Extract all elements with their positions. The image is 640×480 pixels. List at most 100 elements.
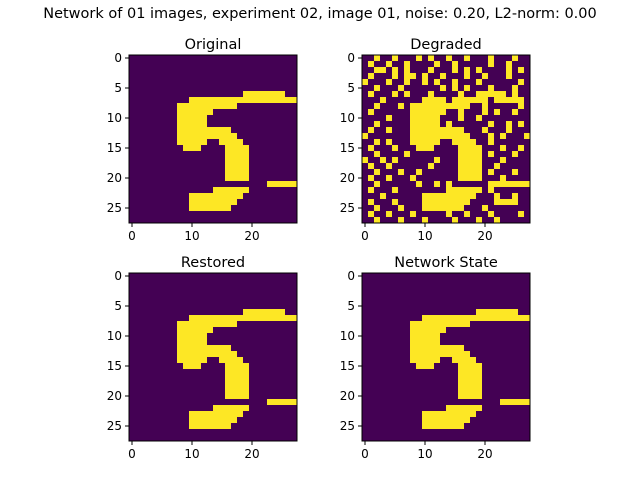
pixel-run xyxy=(177,327,213,333)
pixel-run xyxy=(374,181,380,187)
pixel-run xyxy=(386,175,392,181)
pixel-run xyxy=(374,217,380,223)
pixel-run xyxy=(386,115,392,121)
pixel-run xyxy=(225,363,249,369)
pixel-run xyxy=(446,181,452,187)
pixel-run xyxy=(488,151,494,157)
pixel-run xyxy=(476,67,482,73)
panel-3-axes-frame xyxy=(361,272,531,442)
pixel-run xyxy=(398,217,404,223)
pixel-run xyxy=(225,375,249,381)
y-tick-label: 25 xyxy=(107,419,122,433)
pixel-run xyxy=(434,61,440,67)
figure-suptitle: Network of 01 images, experiment 02, ima… xyxy=(43,6,597,22)
pixel-run xyxy=(458,109,464,115)
pixel-run xyxy=(374,121,380,127)
pixel-run xyxy=(189,97,297,103)
pixel-run xyxy=(404,79,410,85)
panel-original: Original 0 10 20 0 5 10 15 20 25 xyxy=(107,37,298,243)
pixel-run xyxy=(488,85,494,91)
pixel-run xyxy=(452,79,458,85)
pixel-run xyxy=(482,103,488,109)
pixel-run xyxy=(183,363,201,369)
pixel-run xyxy=(494,163,500,169)
pixel-run xyxy=(374,151,380,157)
pixel-run xyxy=(518,103,524,109)
pixel-run xyxy=(386,127,392,133)
pixel-run xyxy=(410,127,464,133)
x-tick-label: 20 xyxy=(244,447,259,461)
pixel-run xyxy=(404,151,410,157)
pixel-run xyxy=(177,109,213,115)
pixel-run xyxy=(458,369,482,375)
y-tick-label: 0 xyxy=(347,269,355,283)
pixel-run xyxy=(398,169,404,175)
panel-1-title: Degraded xyxy=(410,37,481,53)
y-tick-label: 15 xyxy=(107,359,122,373)
x-tick-label: 20 xyxy=(477,229,492,243)
pixel-run xyxy=(512,91,518,97)
pixel-run xyxy=(189,423,231,429)
pixel-run xyxy=(410,211,416,217)
pixel-run xyxy=(506,121,512,127)
pixel-run xyxy=(488,187,494,193)
y-tick-label: 10 xyxy=(340,329,355,343)
pixel-run xyxy=(458,175,482,181)
pixel-run xyxy=(422,217,428,223)
pixel-run xyxy=(225,381,249,387)
pixel-run xyxy=(500,133,506,139)
pixel-run xyxy=(458,163,482,169)
pixel-run xyxy=(500,145,506,151)
x-tick-label: 10 xyxy=(417,229,432,243)
pixel-run xyxy=(440,73,446,79)
pixel-run xyxy=(410,133,470,139)
pixel-run xyxy=(392,73,398,79)
pixel-run xyxy=(518,121,524,127)
panel-2-axes-frame xyxy=(128,272,298,442)
pixel-run xyxy=(446,211,452,217)
y-tick-label: 0 xyxy=(114,269,122,283)
pixel-run xyxy=(368,211,374,217)
pixel-run xyxy=(368,175,374,181)
pixel-run xyxy=(428,163,434,169)
pixel-run xyxy=(410,327,446,333)
pixel-run xyxy=(362,133,368,139)
pixel-run xyxy=(386,211,392,217)
pixel-run xyxy=(398,85,404,91)
pixel-run xyxy=(386,79,392,85)
pixel-run xyxy=(398,103,404,109)
pixel-run xyxy=(225,145,249,151)
pixel-run xyxy=(177,133,237,139)
pixel-run xyxy=(518,211,524,217)
pixel-run xyxy=(392,199,398,205)
pixel-run xyxy=(243,309,285,315)
pixel-run xyxy=(476,217,482,223)
panel-restored: Restored 0 10 20 0 5 10 15 20 25 xyxy=(107,255,298,461)
pixel-run xyxy=(422,205,464,211)
pixel-run xyxy=(434,181,440,187)
pixel-run xyxy=(177,139,207,145)
pixel-run xyxy=(416,145,434,151)
pixel-run xyxy=(476,115,482,121)
pixel-run xyxy=(500,175,506,181)
pixel-run xyxy=(410,175,416,181)
pixel-run xyxy=(189,205,231,211)
y-tick-label: 0 xyxy=(114,51,122,65)
pixel-run xyxy=(518,79,524,85)
pixel-run xyxy=(410,109,446,115)
pixel-run xyxy=(458,393,482,399)
pixel-run xyxy=(464,211,470,217)
pixel-run xyxy=(512,85,518,91)
pixel-run xyxy=(488,139,494,145)
pixel-run xyxy=(404,61,410,67)
pixel-run xyxy=(422,73,428,79)
pixel-run xyxy=(374,67,386,73)
pixel-run xyxy=(500,157,506,163)
pixel-run xyxy=(189,193,243,199)
x-tick-label: 0 xyxy=(361,447,369,461)
pixel-run xyxy=(428,67,434,73)
pixel-run xyxy=(380,193,386,199)
pixel-run xyxy=(506,127,512,133)
y-tick-label: 15 xyxy=(340,359,355,373)
